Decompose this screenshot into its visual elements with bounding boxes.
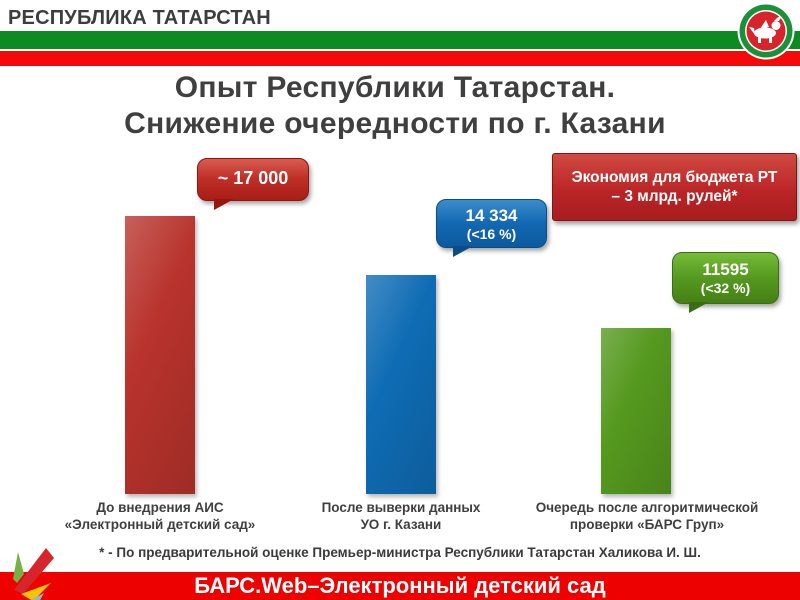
tatarstan-coat-of-arms-icon bbox=[737, 2, 795, 60]
bar-queue-before-ais bbox=[125, 216, 195, 494]
bar-label-before-ais: До внедрения АИС «Электронный детский са… bbox=[35, 499, 285, 533]
callout-queue-before: ~ 17 000 bbox=[197, 158, 309, 210]
flag-stripe-green bbox=[0, 31, 800, 49]
page-title-line1: Опыт Республики Татарстан. bbox=[174, 71, 616, 104]
callout-queue-after-check: 11595 (<32 %) bbox=[672, 252, 779, 313]
bar-label-after-check: Очередь после алгоритмической проверки «… bbox=[500, 499, 794, 533]
footnote: * - По предварительной оценке Премьер-ми… bbox=[99, 545, 701, 560]
bar-queue-after-algorithm-check bbox=[601, 328, 671, 494]
footer-title: БАРС.Web–Электронный детский сад bbox=[194, 573, 606, 598]
callout-value: 14 334 bbox=[465, 206, 518, 225]
footer-band: БАРС.Web–Электронный детский сад bbox=[0, 572, 800, 600]
flag-stripe-red bbox=[0, 51, 800, 66]
page-title-line2: Снижение очередности по г. Казани bbox=[124, 107, 666, 140]
bars-group-logo-icon bbox=[2, 545, 58, 600]
economy-note-line2: – 3 млрд. рулей* bbox=[611, 188, 738, 205]
economy-note: Экономия для бюджета РТ – 3 млрд. рулей* bbox=[552, 153, 797, 221]
callout-value: 11595 bbox=[702, 260, 749, 279]
bar-label-after-reconciliation: После выверки данных УО г. Казани bbox=[276, 499, 526, 533]
callout-queue-after-reconciliation: 14 334 (<16 %) bbox=[436, 199, 547, 257]
callout-percent: (<16 %) bbox=[466, 226, 517, 242]
callout-percent: (<32 %) bbox=[700, 280, 751, 296]
bar-label-line: После выверки данных bbox=[321, 500, 481, 515]
bar-label-line: До внедрения АИС bbox=[96, 500, 224, 515]
page-title: Опыт Республики Татарстан. Снижение очер… bbox=[0, 70, 790, 142]
bar-queue-after-reconciliation bbox=[366, 275, 436, 494]
bar-label-line: Очередь после алгоритмической bbox=[535, 500, 759, 515]
economy-note-line1: Экономия для бюджета РТ bbox=[571, 169, 778, 186]
bar-label-line: УО г. Казани bbox=[360, 517, 442, 532]
bar-label-line: проверки «БАРС Груп» bbox=[569, 517, 725, 532]
callout-value: ~ 17 000 bbox=[217, 168, 289, 188]
bar-label-line: «Электронный детский сад» bbox=[64, 517, 256, 532]
region-label: РЕСПУБЛИКА ТАТАРСТАН bbox=[8, 7, 271, 29]
